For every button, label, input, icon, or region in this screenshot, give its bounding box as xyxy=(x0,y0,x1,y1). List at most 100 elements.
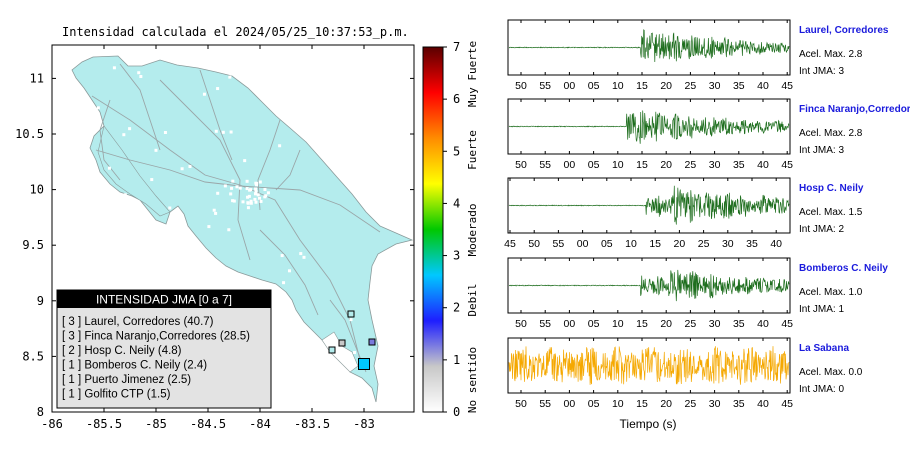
map-y-tick-label: 9 xyxy=(37,294,44,308)
town-dot xyxy=(254,192,258,196)
colorbar-category-label: Muy Fuerte xyxy=(466,41,479,107)
time-tick-label: 40 xyxy=(770,238,782,250)
town-dot xyxy=(168,206,172,210)
station-accel: Acel. Max. 2.8 xyxy=(799,49,863,60)
time-tick-label: 00 xyxy=(564,159,576,171)
time-tick-label: 20 xyxy=(660,398,672,410)
map-x-tick-label: -85.5 xyxy=(86,417,122,431)
town-dot xyxy=(139,75,143,79)
map-y-tick-label: 8.5 xyxy=(22,349,44,363)
town-dot xyxy=(232,199,236,203)
station-panel: 45 50 55 00 05 10 15 20 25 30 35 40 Hosp C. Neily Ace… xyxy=(504,177,864,250)
station-panel: 50 55 00 05 10 15 20 25 30 35 40 45 La Sabana Acel. M… xyxy=(507,337,863,410)
time-tick-label: 00 xyxy=(577,238,589,250)
station-accel: Acel. Max. 2.8 xyxy=(799,128,863,139)
time-tick-label: 30 xyxy=(709,398,721,410)
town-dot xyxy=(230,186,234,190)
town-dot xyxy=(255,182,259,186)
town-dot xyxy=(221,130,225,134)
map-y-axis: 8 8.5 9 9.5 10 10.5 11 xyxy=(15,71,414,419)
town-dot xyxy=(357,116,361,120)
town-dot xyxy=(253,197,257,201)
town-dot xyxy=(207,225,211,229)
town-dot xyxy=(326,103,330,107)
legend-entry: [ 3 ] Laurel, Corredores (40.7) xyxy=(62,316,214,328)
town-dot xyxy=(254,187,258,191)
time-tick-label: 05 xyxy=(588,318,600,330)
station-name: La Sabana xyxy=(799,343,849,354)
town-dot xyxy=(299,252,303,256)
waveform-panels: 50 55 00 05 10 15 20 25 30 35 40 45 Laurel, Corredor… xyxy=(504,19,910,410)
time-tick-label: 10 xyxy=(612,80,624,92)
time-tick-label: 25 xyxy=(685,318,697,330)
intensity-colorbar: 0 1 2 3 4 5 6 7 No sentido Debil Moderado Fuerte Mu… xyxy=(422,40,479,419)
time-tick-label: 05 xyxy=(588,398,600,410)
station-accel: Acel. Max. 1.0 xyxy=(799,287,863,298)
time-tick-label: 20 xyxy=(674,238,686,250)
time-tick-label: 10 xyxy=(612,318,624,330)
colorbar-category-label: Moderado xyxy=(466,204,479,257)
town-dot xyxy=(248,188,252,192)
colorbar-tick-label: 1 xyxy=(453,353,460,367)
time-tick-label: 30 xyxy=(709,318,721,330)
town-dot xyxy=(103,183,107,187)
map-x-axis: -86 -85.5 -85 -84.5 -84 -83.5 -83 xyxy=(41,45,375,431)
town-dot xyxy=(228,75,232,79)
time-tick-label: 15 xyxy=(636,398,648,410)
town-dot xyxy=(298,99,302,103)
town-dot xyxy=(163,131,167,135)
colorbar-tick-label: 0 xyxy=(453,405,460,419)
time-tick-label: 50 xyxy=(515,398,527,410)
town-dot xyxy=(227,228,231,232)
time-tick-label: 25 xyxy=(685,80,697,92)
time-tick-label: 45 xyxy=(781,318,793,330)
time-tick-label: 45 xyxy=(781,398,793,410)
town-dot xyxy=(188,165,192,169)
nicoya-peninsula xyxy=(97,125,171,217)
town-dot xyxy=(259,199,263,203)
town-dot xyxy=(282,281,286,285)
town-dot xyxy=(263,187,267,191)
town-dot xyxy=(280,254,284,258)
town-dot xyxy=(92,286,96,290)
town-dot xyxy=(231,179,235,183)
time-tick-label: 35 xyxy=(733,159,745,171)
station-marker xyxy=(358,358,370,370)
station-accel: Acel. Max. 0.0 xyxy=(799,367,863,378)
road-line xyxy=(159,79,251,261)
time-tick-label: 30 xyxy=(709,80,721,92)
time-tick-label: 40 xyxy=(757,80,769,92)
waveform-trace xyxy=(508,29,790,63)
station-panel: 50 55 00 05 10 15 20 25 30 35 40 45 Bomberos C. Neil… xyxy=(507,257,888,330)
town-dot xyxy=(249,199,253,203)
station-name: Laurel, Corredores xyxy=(799,25,889,36)
road-line xyxy=(275,149,301,191)
colorbar-tick-label: 7 xyxy=(453,40,460,54)
road-line xyxy=(199,69,233,161)
town-dot xyxy=(274,320,278,324)
town-dot xyxy=(216,191,220,195)
town-dot xyxy=(214,129,218,133)
time-tick-label: 50 xyxy=(528,238,540,250)
time-tick-label: 25 xyxy=(698,238,710,250)
time-tick-label: 30 xyxy=(722,238,734,250)
colorbar-tick-label: 2 xyxy=(453,301,460,315)
town-dot xyxy=(266,191,270,195)
time-tick-label: 10 xyxy=(612,159,624,171)
town-dot xyxy=(216,87,220,91)
town-dot xyxy=(349,318,353,322)
station-jma: Int JMA: 1 xyxy=(799,304,844,315)
time-tick-label: 05 xyxy=(601,238,613,250)
map-x-tick-label: -86 xyxy=(41,417,63,431)
town-dot xyxy=(245,179,249,183)
time-tick-label: 55 xyxy=(539,398,551,410)
town-dot xyxy=(122,133,126,137)
station-panel: 50 55 00 05 10 15 20 25 30 35 40 45 Finca Naranjo,Co… xyxy=(507,98,910,171)
time-tick-label: 45 xyxy=(504,238,516,250)
town-dot xyxy=(287,269,291,273)
time-tick-label: 20 xyxy=(660,318,672,330)
colorbar-tick-label: 5 xyxy=(453,144,460,158)
town-dot xyxy=(246,201,250,205)
road-line xyxy=(259,229,319,316)
legend-title: INTENSIDAD JMA [0 a 7] xyxy=(96,293,232,307)
